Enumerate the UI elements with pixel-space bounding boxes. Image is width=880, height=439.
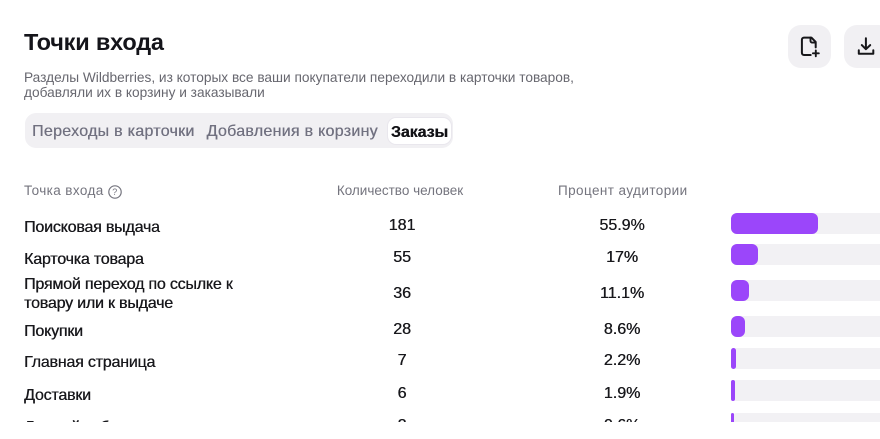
svg-text:?: ?: [112, 187, 117, 197]
